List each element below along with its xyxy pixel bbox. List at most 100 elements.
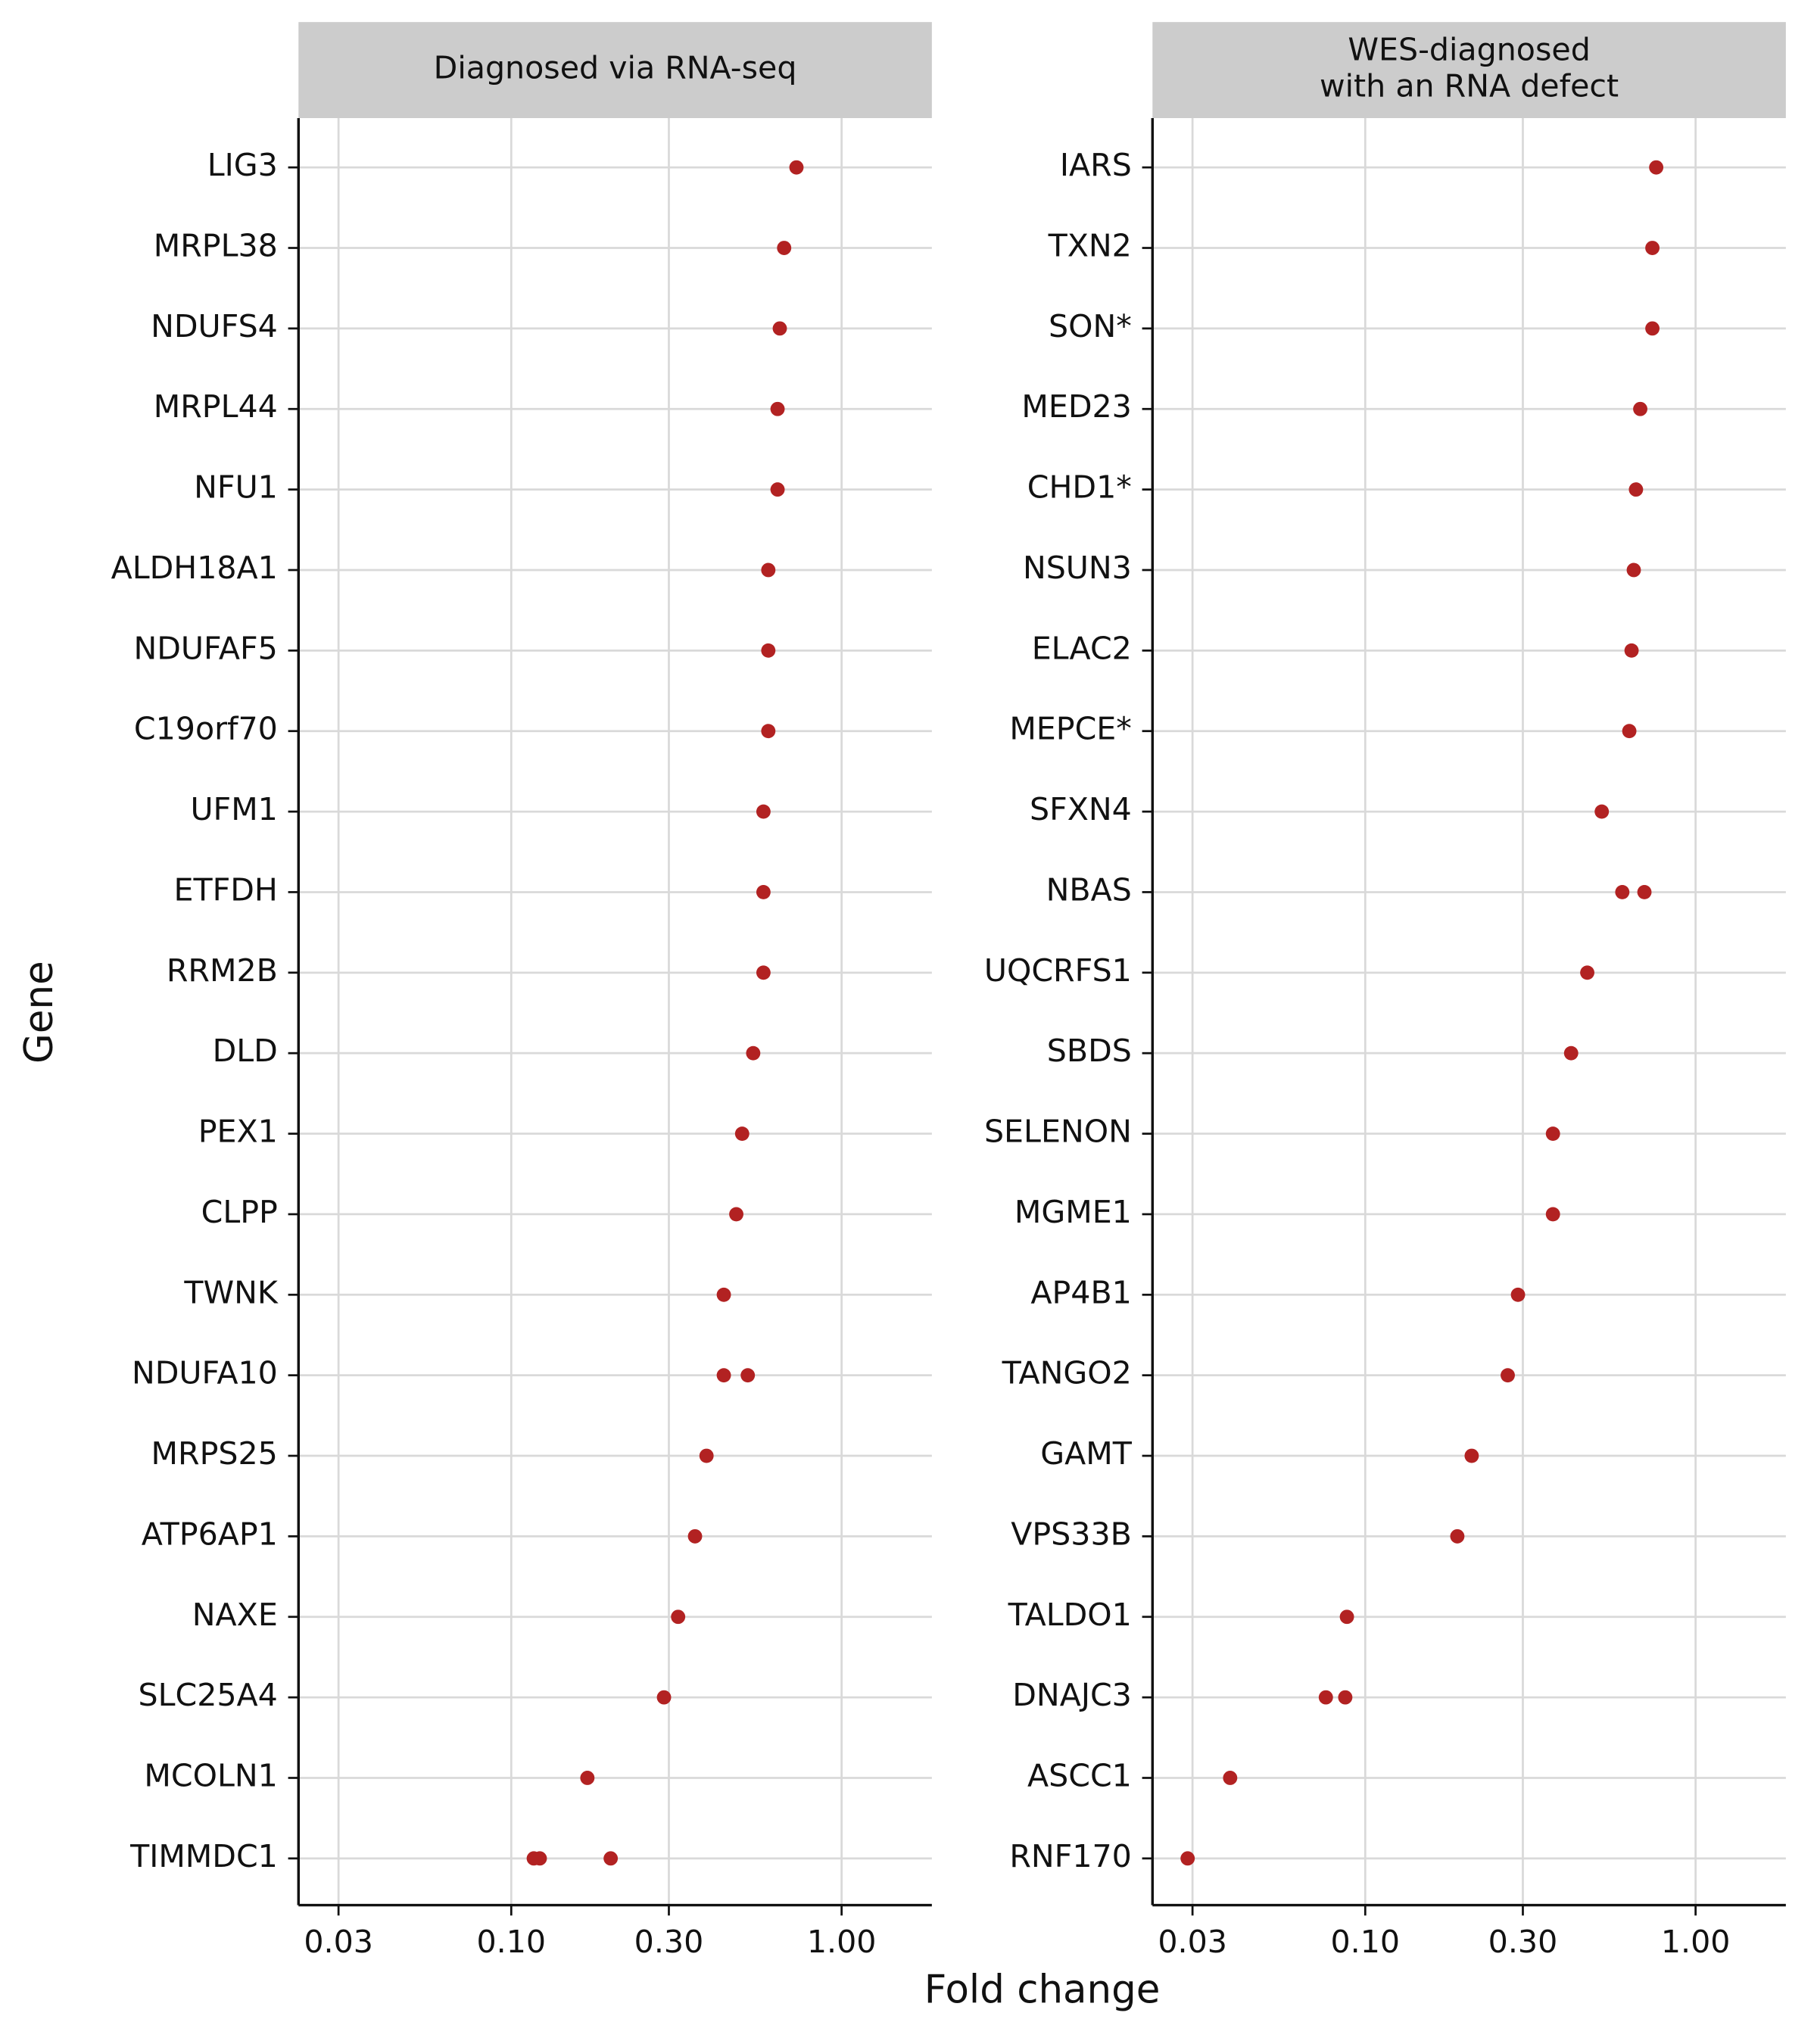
y-tick-label: ASCC1 [1027,1757,1132,1793]
y-tick-label: NDUFA10 [132,1355,278,1391]
y-tick-label: MEPCE* [1009,711,1132,747]
y-tick-label: TIMMDC1 [129,1838,278,1874]
dot [1318,1690,1333,1705]
x-tick-label: 0.10 [476,1924,546,1960]
y-tick-label: ELAC2 [1032,630,1132,666]
strip [1152,22,1786,119]
y-tick-label: MRPL38 [154,228,278,264]
dot [1628,482,1644,497]
dot [746,1045,761,1061]
dot [1339,1609,1354,1625]
dot [580,1771,595,1785]
y-tick-label: C19orf70 [134,711,278,747]
y-tick-label: TWNK [183,1274,279,1310]
y-tick-label: NDUFAF5 [133,630,277,666]
dot [603,1851,619,1866]
dot [532,1851,547,1866]
y-tick-label: IARS [1060,147,1132,183]
dot [716,1368,731,1383]
dot [1223,1771,1238,1785]
x-tick-label: 0.30 [634,1924,704,1960]
panel-title: Diagnosed via RNA-seq [434,50,797,86]
y-tick-label: MRPL44 [154,388,278,425]
dot [740,1368,756,1383]
dot [1501,1368,1515,1383]
dot [777,241,792,255]
y-tick-label: NFU1 [194,469,278,506]
x-axis-title: Fold change [924,1967,1161,2012]
dot [1545,1207,1560,1222]
dot [1626,562,1641,578]
dot [734,1126,750,1141]
x-tick-label: 1.00 [1661,1924,1731,1960]
dot [789,160,804,175]
dot [1580,965,1594,980]
dot [1545,1126,1560,1141]
panel-title: WES-diagnosed [1348,32,1591,68]
dot [756,965,771,980]
dot [1180,1851,1195,1866]
dot [1615,885,1630,899]
y-tick-label: CHD1* [1027,469,1132,506]
x-tick-label: 0.10 [1330,1924,1400,1960]
y-tick-label: VPS33B [1011,1516,1132,1552]
dot [761,562,776,578]
dot [1510,1287,1526,1302]
dot [671,1609,686,1625]
dot [770,482,785,497]
y-tick-label: TALDO1 [1008,1597,1132,1633]
y-tick-label: LIG3 [207,147,278,183]
y-tick-label: TXN2 [1048,228,1132,264]
x-tick-label: 0.03 [304,1924,373,1960]
y-tick-label: RNF170 [1009,1838,1132,1874]
y-tick-label: CLPP [201,1194,278,1230]
y-tick-label: UFM1 [190,791,277,827]
dot [656,1690,672,1705]
y-tick-label: SFXN4 [1030,791,1132,827]
y-tick-label: NDUFS4 [151,308,278,344]
dot [1464,1448,1479,1463]
dot [770,401,785,416]
y-tick-label: DLD [213,1033,278,1069]
y-tick-label: MRPS25 [151,1435,278,1472]
dot [1563,1045,1579,1061]
dot [1624,643,1639,658]
y-tick-label: ALDH18A1 [111,550,278,586]
dot [1645,321,1660,336]
dot [1645,241,1660,255]
dot [1594,804,1610,819]
dot [687,1528,703,1544]
dot [699,1448,714,1463]
x-tick-label: 0.30 [1488,1924,1558,1960]
x-tick-label: 0.03 [1158,1924,1227,1960]
y-tick-label: ETFDH [173,871,277,908]
y-tick-label: SBDS [1047,1033,1132,1069]
y-tick-label: DNAJC3 [1012,1677,1132,1713]
y-tick-label: GAMT [1040,1435,1132,1472]
y-axis-title: Gene [17,961,62,1064]
dot [1637,885,1652,899]
y-tick-label: MGME1 [1014,1194,1132,1230]
dot [772,321,787,336]
dot [756,885,771,899]
y-tick-label: SON* [1049,308,1132,344]
dot [1633,401,1647,416]
y-tick-label: ATP6AP1 [142,1516,278,1552]
panel-title: with an RNA defect [1320,68,1619,104]
dot [761,724,776,739]
dot [1450,1528,1465,1544]
y-tick-label: MCOLN1 [144,1757,277,1793]
dot [1338,1690,1353,1705]
y-tick-label: TANGO2 [1002,1355,1132,1391]
strip [298,22,932,119]
dot [756,804,771,819]
y-tick-label: SELENON [984,1114,1132,1150]
y-tick-label: NAXE [192,1597,278,1633]
y-tick-label: PEX1 [198,1114,278,1150]
dot [761,643,776,658]
y-tick-label: MED23 [1021,388,1131,425]
y-tick-label: RRM2B [167,952,278,989]
y-tick-label: NBAS [1046,871,1132,908]
dot [1622,724,1637,739]
